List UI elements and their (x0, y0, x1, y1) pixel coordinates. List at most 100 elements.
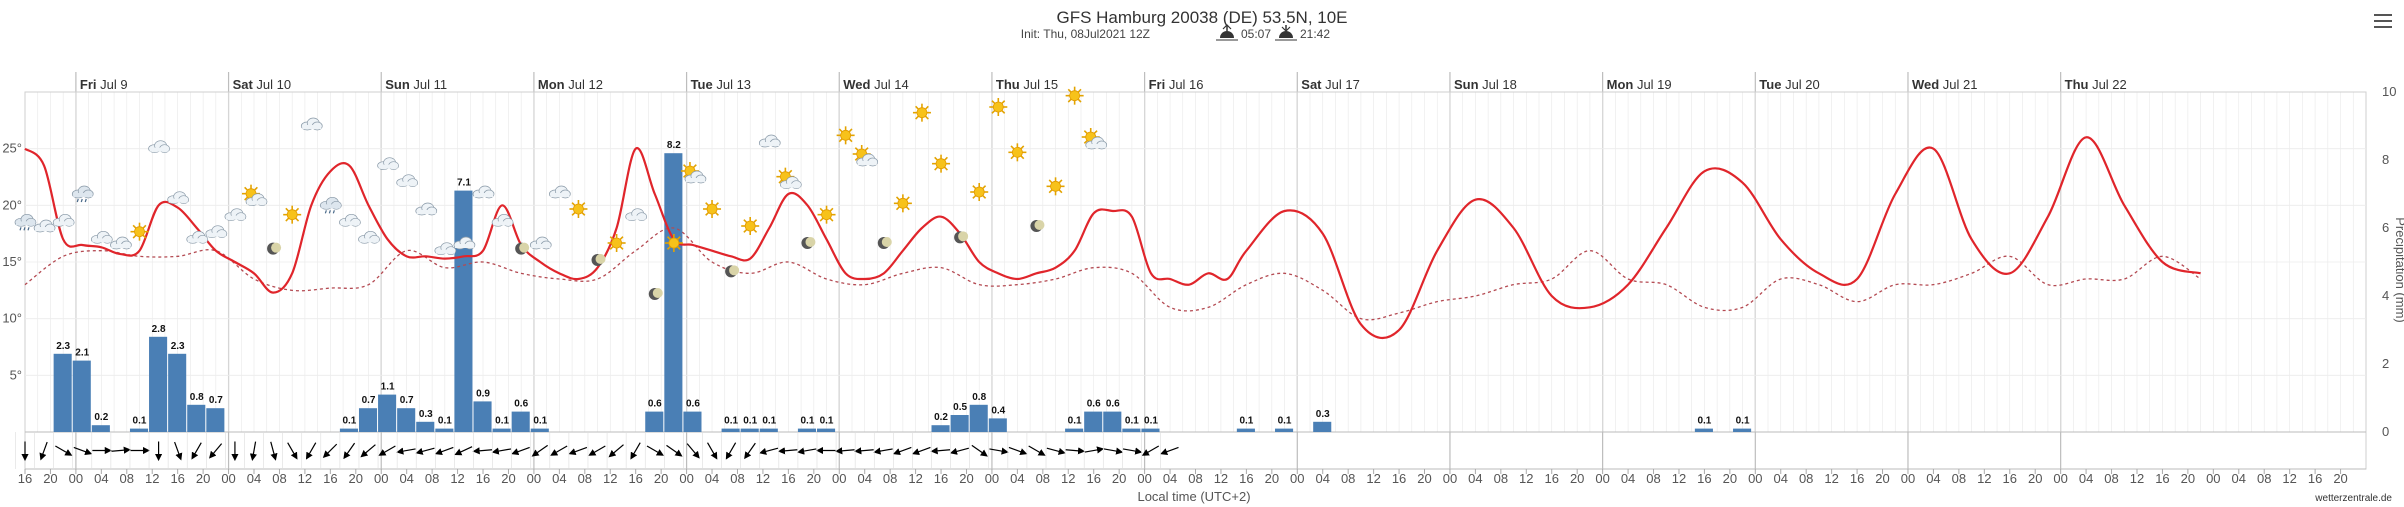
precip-label: 2.8 (152, 324, 166, 335)
wind-arrows (15, 432, 1179, 469)
sun-icon (817, 205, 836, 224)
wind-arrow (873, 447, 893, 455)
day-label: Sat Jul 10 (233, 77, 292, 92)
hour-tick: 20 (1570, 471, 1584, 486)
precip-tick: 8 (2382, 152, 2389, 167)
precip-bar (473, 401, 492, 432)
wind-arrow (491, 447, 512, 455)
weather-icons (14, 86, 1108, 300)
sun-cloud-icon (242, 184, 268, 207)
menu-icon[interactable] (2374, 14, 2392, 28)
precip-label: 0.1 (342, 416, 356, 427)
hour-tick: 08 (2257, 471, 2271, 486)
wind-arrow (989, 447, 1009, 455)
wind-arrow (322, 443, 338, 458)
precip-label: 0.1 (1736, 416, 1750, 427)
day-label: Fri Jul 16 (1149, 77, 1204, 92)
precip-label: 7.1 (457, 178, 471, 189)
wind-arrow (434, 446, 454, 456)
sun-cloud-icon (776, 167, 802, 190)
precipitation-axis: 0 2 4 6 8 10 (2382, 84, 2396, 439)
wind-arrow (360, 444, 376, 458)
precip-bar (53, 353, 72, 432)
hour-tick: 04 (1468, 471, 1482, 486)
cloud-icon (453, 236, 476, 250)
precip-bar (492, 428, 511, 432)
precip-bar (206, 408, 225, 432)
hour-tick: 16 (781, 471, 795, 486)
wind-arrow (1084, 446, 1105, 454)
hour-tick: 20 (196, 471, 210, 486)
sun-icon (130, 222, 149, 241)
precip-label: 0.3 (419, 409, 433, 420)
precip-label: 0.8 (972, 392, 986, 403)
sun-icon (664, 234, 683, 252)
wind-arrow (666, 444, 683, 457)
hour-tick: 00 (374, 471, 388, 486)
cloud-rain-icon (71, 185, 94, 203)
sun-icon (989, 98, 1008, 116)
wind-arrow (646, 445, 664, 456)
temp-tick: 5° (10, 367, 22, 382)
hour-tick: 00 (1290, 471, 1304, 486)
hour-tick: 04 (2232, 471, 2246, 486)
cloud-rain-icon (319, 196, 342, 214)
precip-bar (969, 404, 988, 432)
moon-icon (954, 231, 969, 244)
hour-tick: 08 (1036, 471, 1050, 486)
hour-tick: 20 (959, 471, 973, 486)
hour-tick: 12 (756, 471, 770, 486)
sun-icon (912, 103, 931, 122)
hour-tick: 04 (247, 471, 261, 486)
precip-bar (721, 428, 740, 432)
hour-tick: 16 (1697, 471, 1711, 486)
hour-tick: 00 (832, 471, 846, 486)
hour-tick: 12 (908, 471, 922, 486)
temp-tick: 10° (2, 311, 22, 326)
day-label: Sun Jul 11 (385, 77, 447, 92)
wind-arrow (1008, 446, 1028, 456)
day-label: Wed Jul 14 (843, 77, 909, 92)
wind-arrow (511, 446, 530, 456)
precip-label: 1.1 (381, 382, 395, 393)
hour-tick: 00 (1748, 471, 1762, 486)
cloud-icon (758, 134, 781, 148)
wind-arrow (930, 447, 951, 455)
precip-label: 0.6 (1087, 399, 1101, 410)
hour-tick: 20 (654, 471, 668, 486)
hour-tick: 00 (1443, 471, 1457, 486)
hour-tick: 20 (2333, 471, 2347, 486)
cloud-icon (339, 213, 361, 227)
day-label: Tue Jul 13 (691, 77, 751, 92)
sun-icon (1065, 86, 1084, 105)
hour-tick: 16 (1086, 471, 1100, 486)
wind-arrow (174, 441, 183, 461)
wind-arrow (396, 447, 416, 455)
hour-tick: 08 (883, 471, 897, 486)
precip-bar (187, 404, 206, 432)
wind-arrow (588, 445, 606, 456)
sunrise-icon (1216, 24, 1238, 41)
wind-arrow (111, 446, 131, 454)
day-label: Thu Jul 22 (2065, 77, 2127, 92)
precip-label: 0.1 (820, 416, 834, 427)
cloud-icon (434, 242, 457, 256)
precip-bar (950, 415, 969, 432)
precip-bar (530, 428, 549, 432)
precip-label: 0.6 (514, 399, 528, 410)
precip-label: 0.1 (762, 416, 776, 427)
cloud-icon (224, 208, 247, 222)
hour-tick: 20 (1723, 471, 1737, 486)
hour-tick: 04 (1621, 471, 1635, 486)
wind-arrow (1141, 445, 1160, 456)
cloud-icon (491, 213, 514, 227)
hour-tick: 08 (1188, 471, 1202, 486)
day-label: Mon Jul 12 (538, 77, 603, 92)
chart-title: GFS Hamburg 20038 (DE) 53.5N, 10E (1056, 8, 1347, 27)
sun-icon (283, 205, 302, 224)
precip-label: 0.2 (94, 412, 108, 423)
sun-icon (836, 126, 855, 145)
hour-tick: 00 (69, 471, 83, 486)
precip-bar (1141, 428, 1160, 432)
wind-arrow (472, 447, 493, 455)
